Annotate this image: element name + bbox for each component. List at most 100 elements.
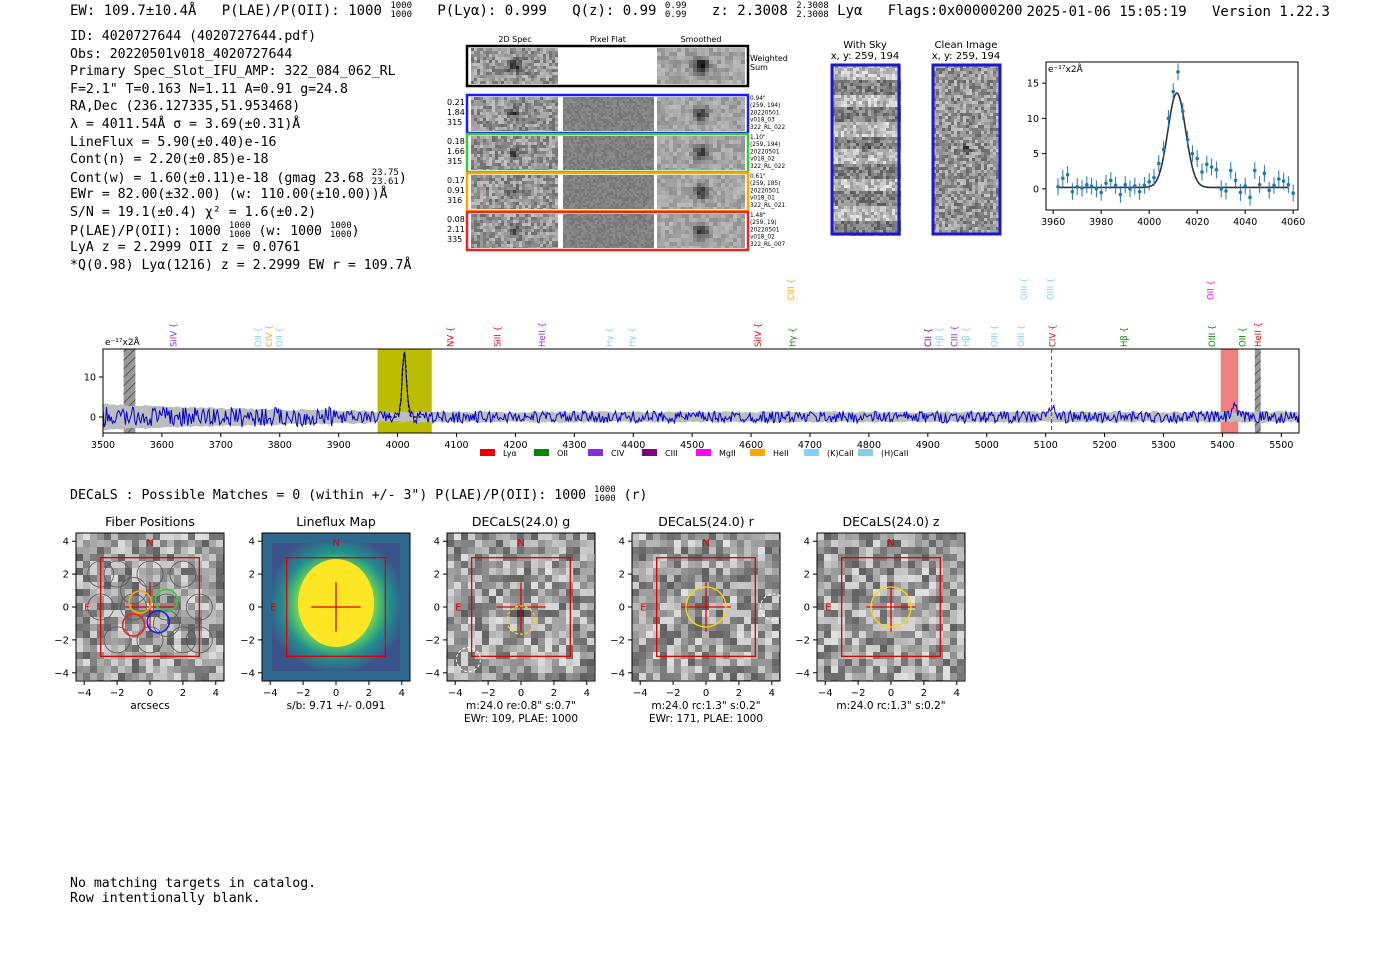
legend-label: Lyα xyxy=(503,449,517,458)
line-id-label: SiII { xyxy=(494,326,504,347)
data-point xyxy=(1171,89,1175,94)
legend-label: HeII xyxy=(773,449,789,458)
full-xtick-label: 4900 xyxy=(916,440,940,451)
col-title-2dspec: 2D Spec xyxy=(498,35,531,44)
aperture-box xyxy=(100,557,200,657)
data-point xyxy=(1147,180,1151,184)
line-id-label: SiIV { xyxy=(170,323,180,347)
zoom-ytick-label: 0 xyxy=(1033,184,1039,195)
data-point xyxy=(1152,175,1156,180)
full-xtick-label: 4300 xyxy=(562,440,586,451)
data-point xyxy=(1205,162,1209,166)
full-xtick-label: 3900 xyxy=(327,440,351,451)
info-params: F=2.1" T=0.163 N=1.11 A=0.91 g=24.8 xyxy=(70,81,348,97)
cutout-xtick-label: −4 xyxy=(263,688,278,699)
source-ellipse xyxy=(506,605,536,635)
cutout-row-right-label: 0.94" xyxy=(750,96,766,102)
data-point xyxy=(1272,183,1276,188)
cutout-caption-1: s/b: 9.71 +/- 0.091 xyxy=(287,700,386,712)
source-circle xyxy=(870,586,912,628)
cutout-ytick-label: 4 xyxy=(63,537,69,548)
cutout-row-right-label: (259, 19) xyxy=(750,220,777,226)
full-axes xyxy=(102,348,1300,434)
data-point xyxy=(1133,184,1137,188)
line-id-label: CIII { xyxy=(787,278,797,300)
data-point xyxy=(1238,190,1243,195)
weighted-sum-label-1: Weighted xyxy=(750,54,788,63)
fiber-outline xyxy=(185,626,213,654)
info-primary: Primary Spec_Slot_IFU_AMP: 322_084_062_R… xyxy=(70,64,396,80)
line-id-label: Hβ { xyxy=(1120,327,1130,347)
compass-north: N xyxy=(517,538,524,549)
with-sky-panel: With Sky x, y: 259, 194 xyxy=(830,40,901,236)
info-lyaz: LyA z = 2.2999 OII z = 0.0761 xyxy=(70,240,301,256)
cutout-caption-1: m:24.0 rc:1.3" s:0.2" xyxy=(836,700,945,712)
fiber-outline xyxy=(153,610,180,637)
zoom-xtick-label: 4000 xyxy=(1137,217,1161,228)
line-id-label: Hβ { xyxy=(962,327,972,347)
cutout-row-right-label: 20220501 xyxy=(750,110,780,116)
cutout-ytick-label: 0 xyxy=(434,603,440,614)
fiber-outline xyxy=(103,626,131,654)
line-id-label: SiIV { xyxy=(754,323,764,347)
aperture-box xyxy=(471,557,571,657)
full-xtick-label: 4400 xyxy=(621,440,645,451)
cutout-caption-1: m:24.0 re:0.8" s:0.7" xyxy=(466,700,576,712)
cutout-xtick-label: −2 xyxy=(296,688,311,699)
data-point xyxy=(1085,182,1089,187)
line-id-label: CIV { xyxy=(265,325,275,347)
zoom-ytick-label: 10 xyxy=(1027,114,1039,125)
line-id-label: Hγ { xyxy=(788,327,798,347)
cutout-xtick-label: 0 xyxy=(147,688,153,699)
legend-label: MgII xyxy=(719,449,736,458)
line-fit-chart: e⁻¹⁷x2Å 3960 3980 4000 4020 4040 4060 0 5 10 15 xyxy=(1027,61,1305,228)
full-xtick-label: 4200 xyxy=(503,440,527,451)
full-xtick-label: 3800 xyxy=(268,440,292,451)
legend-swatch xyxy=(750,449,765,456)
data-point xyxy=(1277,177,1281,181)
zoom-xtick-label: 3960 xyxy=(1041,217,1065,228)
z-range: 2.3008 2.3008 xyxy=(796,1,829,20)
compass-north: N xyxy=(702,538,709,549)
compass-north: N xyxy=(146,538,153,549)
zoom-xtick-label: 4040 xyxy=(1233,217,1257,228)
footer-line-2: Row intentionally blank. xyxy=(70,891,261,906)
data-point xyxy=(1099,190,1103,195)
cutout-xtick-label: 0 xyxy=(888,688,894,699)
cutout-row-left-label: 335 xyxy=(447,235,462,244)
zoom-xtick-label: 4060 xyxy=(1281,217,1305,228)
plya-value: P(Lyα): 0.999 xyxy=(437,3,547,19)
cutout-ytick-label: −4 xyxy=(425,668,440,679)
fiber-highlight xyxy=(121,613,146,637)
col-title-smoothed: Smoothed xyxy=(681,35,722,44)
data-point xyxy=(1214,168,1219,172)
data-point xyxy=(1061,176,1065,181)
cutout-ytick-label: 0 xyxy=(804,603,810,614)
full-xtick-label: 3700 xyxy=(209,440,233,451)
peak-fit-line xyxy=(388,351,422,418)
data-point xyxy=(1243,184,1247,188)
timestamp: 2025-01-06 15:05:19 xyxy=(1026,4,1187,20)
zoom-unit-label: e⁻¹⁷x2Å xyxy=(1048,63,1084,75)
weighted-sum-pixelflat xyxy=(560,48,655,84)
legend-swatch xyxy=(642,449,657,456)
full-xtick-label: 5200 xyxy=(1092,440,1116,451)
line-id-label: OIII { xyxy=(1046,278,1056,300)
fiber-outline xyxy=(136,560,164,588)
line-id-label: CIV { xyxy=(1049,325,1059,347)
line-id-label: OII { xyxy=(254,327,264,347)
cutout-row-right-label: 322_RL_007 xyxy=(750,242,785,248)
cutout-panel-title: Lineflux Map xyxy=(296,514,376,529)
line-id-label: HeII { xyxy=(1254,322,1264,347)
cutout-row-left-label: 0.08 xyxy=(447,215,465,224)
cutout-xtick-label: 4 xyxy=(584,688,590,699)
data-point xyxy=(1157,161,1161,166)
data-point xyxy=(1089,184,1094,188)
data-point xyxy=(1209,165,1214,169)
cutout-row-right-label: (259, 194) xyxy=(750,142,780,148)
data-point xyxy=(1181,109,1185,114)
line-id: Lyα xyxy=(837,3,863,19)
data-point xyxy=(1262,171,1267,176)
cutout-panel-title: Fiber Positions xyxy=(105,514,195,529)
cutout-xtick-label: −2 xyxy=(851,688,866,699)
